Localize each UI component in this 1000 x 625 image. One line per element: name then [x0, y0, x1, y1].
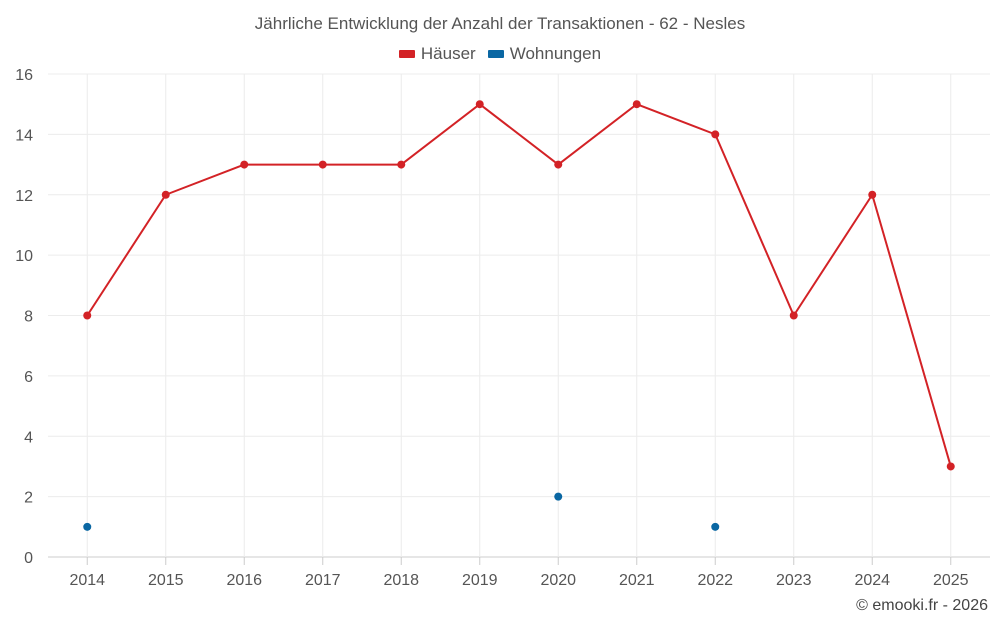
y-tick-label: 16 — [15, 67, 33, 84]
data-point — [83, 522, 92, 531]
chart-legend: Häuser Wohnungen — [0, 44, 1000, 64]
data-point — [397, 160, 406, 169]
x-tick-label: 2016 — [226, 572, 262, 589]
data-point — [83, 311, 92, 320]
data-point — [161, 190, 170, 199]
x-tick-label: 2020 — [540, 572, 576, 589]
y-tick-label: 10 — [15, 248, 33, 265]
legend-item-wohnungen[interactable]: Wohnungen — [487, 44, 602, 64]
x-tick-label: 2017 — [305, 572, 341, 589]
data-point — [632, 100, 641, 109]
data-point — [711, 130, 720, 139]
data-point — [240, 160, 249, 169]
y-tick-label: 12 — [15, 188, 33, 205]
x-tick-label: 2024 — [854, 572, 890, 589]
data-point — [554, 160, 563, 169]
data-point — [868, 190, 877, 199]
y-tick-label: 4 — [24, 429, 33, 446]
x-tick-label: 2018 — [383, 572, 419, 589]
data-point — [554, 492, 563, 501]
y-tick-label: 6 — [24, 369, 33, 386]
legend-swatch-wohnungen — [487, 50, 504, 58]
x-tick-label: 2019 — [462, 572, 498, 589]
legend-swatch-haeuser — [398, 50, 415, 58]
credit-text: © emooki.fr - 2026 — [856, 597, 988, 614]
legend-label-wohnungen: Wohnungen — [509, 44, 602, 63]
x-tick-label: 2023 — [776, 572, 812, 589]
data-point — [711, 522, 720, 531]
data-point — [946, 462, 955, 471]
series-line-0 — [86, 103, 952, 467]
y-tick-label: 2 — [24, 490, 33, 507]
chart-title: Jährliche Entwicklung der Anzahl der Tra… — [254, 14, 746, 33]
legend-label-haeuser: Häuser — [420, 44, 476, 63]
data-point — [475, 100, 484, 109]
x-tick-label: 2021 — [619, 572, 655, 589]
data-point — [789, 311, 798, 320]
x-tick-label: 2022 — [697, 572, 733, 589]
y-tick-label: 8 — [24, 309, 33, 326]
legend-item-haeuser[interactable]: Häuser — [398, 44, 476, 64]
x-tick-label: 2015 — [148, 572, 184, 589]
y-tick-label: 14 — [15, 127, 33, 144]
x-tick-label: 2025 — [933, 572, 969, 589]
y-tick-label: 0 — [24, 550, 33, 567]
x-tick-label: 2014 — [69, 572, 105, 589]
data-point — [318, 160, 327, 169]
